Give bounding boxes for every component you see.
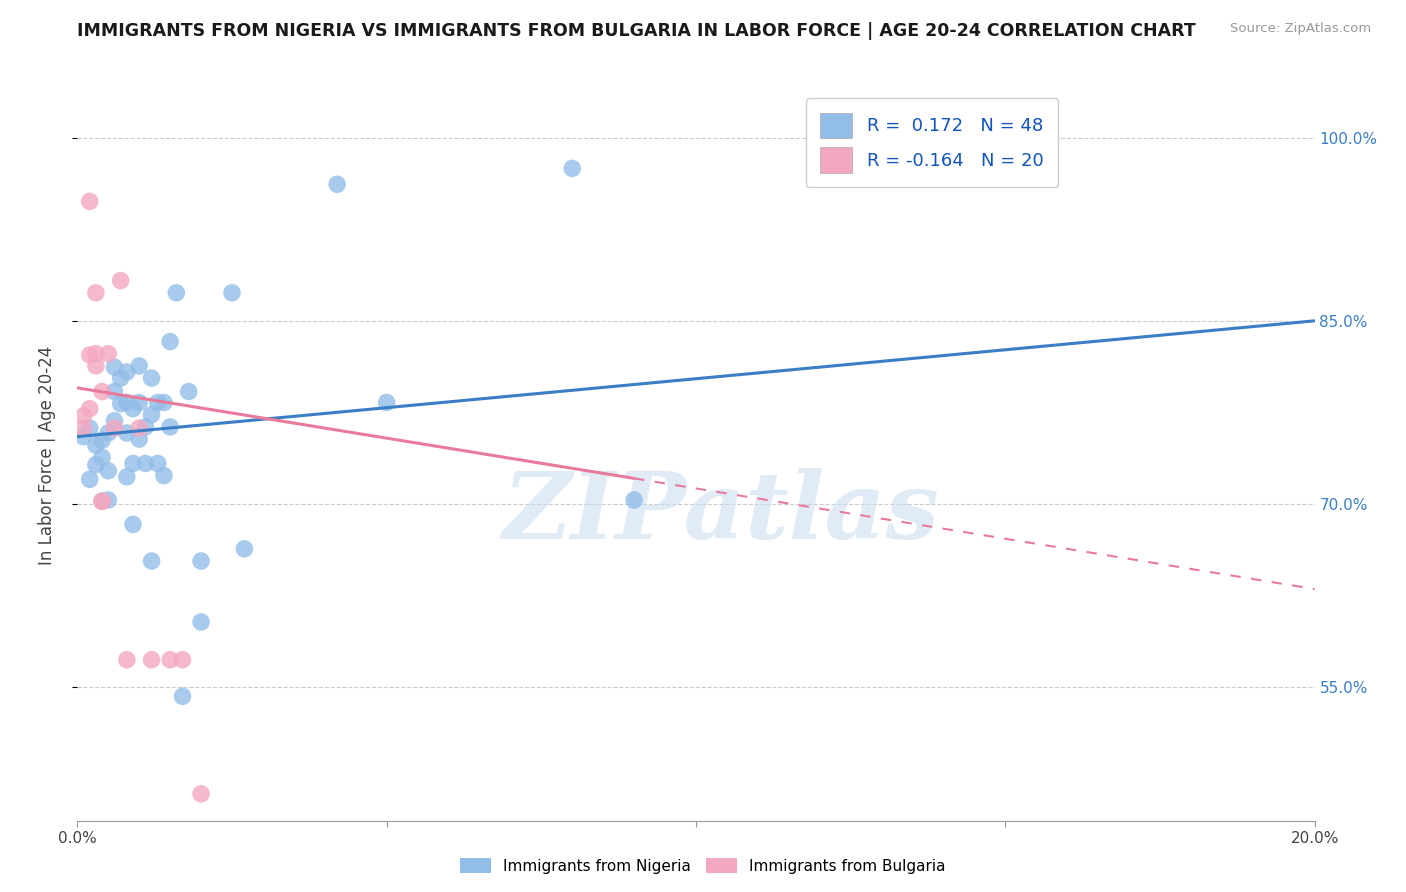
Point [561, 161, 583, 176]
Point [146, 457, 169, 471]
Point [79, 421, 101, 435]
Point [79, 348, 101, 362]
Point [128, 359, 150, 373]
Point [221, 285, 243, 300]
Point [165, 285, 187, 300]
Point [72, 421, 94, 435]
Point [72, 430, 94, 444]
Point [97, 493, 120, 508]
Point [97, 464, 120, 478]
Point [97, 347, 120, 361]
Point [103, 384, 125, 399]
Point [153, 468, 176, 483]
Point [115, 425, 138, 440]
Point [91, 434, 114, 448]
Point [103, 421, 125, 435]
Point [190, 554, 212, 568]
Point [79, 401, 101, 416]
Point [103, 414, 125, 428]
Point [233, 541, 256, 556]
Point [375, 395, 398, 409]
Point [172, 653, 194, 667]
Point [122, 517, 145, 532]
Point [122, 457, 145, 471]
Point [122, 401, 145, 416]
Point [159, 334, 181, 349]
Legend: R =  0.172   N = 48, R = -0.164   N = 20: R = 0.172 N = 48, R = -0.164 N = 20 [806, 98, 1059, 187]
Point [115, 395, 138, 409]
Point [79, 194, 101, 209]
Point [141, 554, 163, 568]
Point [146, 395, 169, 409]
Point [159, 653, 181, 667]
Point [115, 470, 138, 484]
Legend: Immigrants from Nigeria, Immigrants from Bulgaria: Immigrants from Nigeria, Immigrants from… [454, 852, 952, 880]
Point [177, 384, 200, 399]
Point [190, 787, 212, 801]
Point [84, 438, 107, 452]
Text: Source: ZipAtlas.com: Source: ZipAtlas.com [1230, 22, 1371, 36]
Point [91, 494, 114, 508]
Point [110, 274, 132, 288]
Point [128, 432, 150, 446]
Text: IMMIGRANTS FROM NIGERIA VS IMMIGRANTS FROM BULGARIA IN LABOR FORCE | AGE 20-24 C: IMMIGRANTS FROM NIGERIA VS IMMIGRANTS FR… [77, 22, 1197, 40]
Point [84, 458, 107, 472]
Point [134, 457, 156, 471]
Point [172, 690, 194, 704]
Point [103, 360, 125, 375]
Text: ZIPatlas: ZIPatlas [502, 468, 939, 558]
Point [110, 397, 132, 411]
Point [91, 494, 114, 508]
Point [623, 493, 645, 508]
Point [326, 178, 349, 192]
Point [141, 653, 163, 667]
Y-axis label: In Labor Force | Age 20-24: In Labor Force | Age 20-24 [38, 345, 56, 565]
Point [84, 359, 107, 373]
Point [91, 450, 114, 465]
Point [84, 285, 107, 300]
Point [159, 420, 181, 434]
Point [91, 384, 114, 399]
Point [84, 347, 107, 361]
Point [110, 371, 132, 385]
Point [134, 420, 156, 434]
Point [79, 472, 101, 486]
Point [128, 395, 150, 409]
Point [153, 395, 176, 409]
Point [190, 615, 212, 629]
Point [141, 371, 163, 385]
Point [97, 425, 120, 440]
Point [141, 408, 163, 422]
Point [115, 365, 138, 379]
Point [115, 653, 138, 667]
Point [91, 494, 114, 508]
Point [128, 421, 150, 435]
Point [72, 409, 94, 423]
